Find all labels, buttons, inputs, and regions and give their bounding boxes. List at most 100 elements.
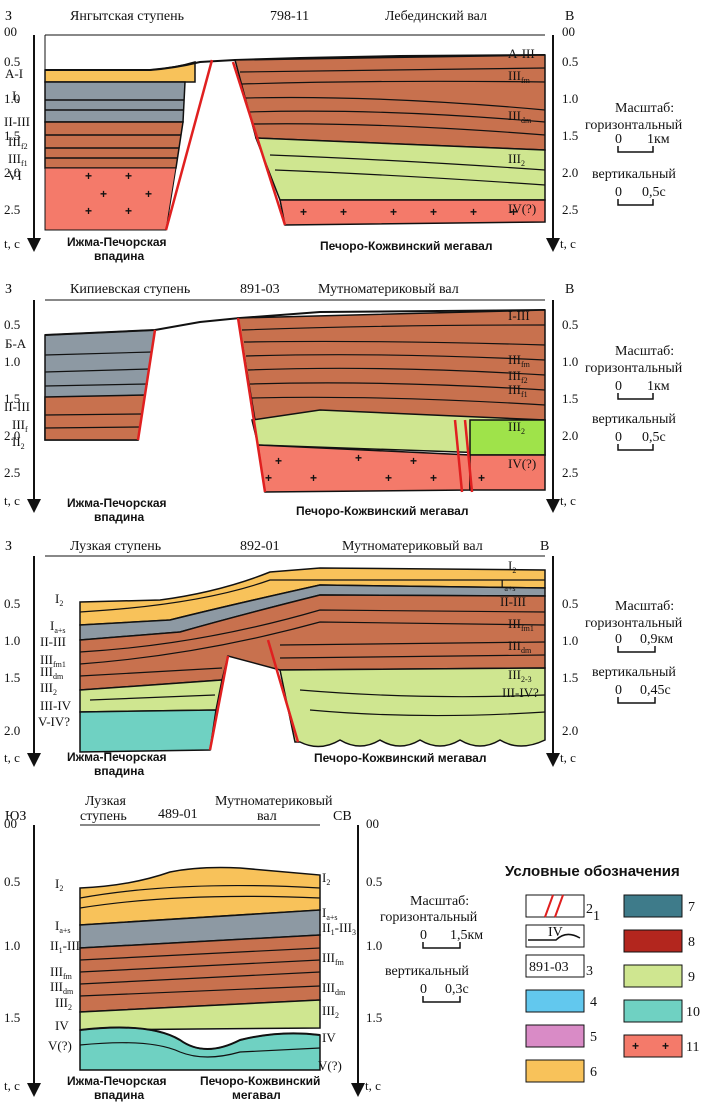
region-right: Печоро-Кожвинский мегавал [314,751,486,765]
legend-title: Условные обозначения [505,863,680,880]
layer-label: Ia+s [50,618,66,635]
svg-text:0.5: 0.5 [562,317,578,332]
west-label: З [5,282,12,297]
layer-label: III2 [508,151,525,168]
layer-label: IV(?) [508,456,536,471]
layer-label: V(?) [48,1038,72,1053]
svg-text:2.5: 2.5 [4,465,20,480]
svg-text:0: 0 [615,185,622,200]
layer-label: A-III [508,46,535,61]
svg-text:0,3с: 0,3с [445,982,469,997]
svg-text:2.0: 2.0 [4,428,20,443]
right-layer-labels: I2 Ia+s II1-III3 IIIfm IIIdm III2 IV V(?… [318,870,356,1073]
svg-text:2.5: 2.5 [562,465,578,480]
east-label: СВ [333,809,352,824]
layer-brown [79,594,546,691]
layer-label: A-I [5,66,23,81]
layer-label: IIIf [12,417,28,434]
layer-label: IIIf1 [8,151,28,168]
left-layer-labels: Б-А II-III IIIf II2 [4,336,30,451]
layer-label: I2 [508,558,516,575]
svg-text:+: + [300,205,307,219]
right-crosses: + + + + + + + + [265,451,485,485]
region-left: впадина [94,510,145,524]
step-label: Кипиевская ступень [70,282,190,297]
svg-text:горизонтальный: горизонтальный [585,118,683,133]
svg-text:+: + [275,454,282,468]
svg-text:0: 0 [615,632,622,647]
left-ticks: 00 0.5 1.0 1.5 2.0 2.5 [4,24,20,217]
svg-text:1км: 1км [647,132,670,147]
svg-text:+: + [430,205,437,219]
svg-text:+: + [470,205,477,219]
layer-label: II1-III3 [322,920,356,937]
step-label: Янгытская ступень [70,9,184,24]
legend-num: 11 [686,1040,699,1055]
step-label: ступень [80,809,127,824]
legend-num: 6 [590,1065,597,1080]
svg-text:0.5: 0.5 [366,874,382,889]
svg-text:вертикальный: вертикальный [385,964,469,979]
fault-line [208,655,230,751]
svg-text:00: 00 [366,816,379,831]
scale-block: Масштаб: горизонтальный 0 1км вертикальн… [585,344,683,451]
svg-text:0,5с: 0,5с [642,185,666,200]
layer-label: I2 [55,876,63,893]
axis-unit: t, c [4,1078,20,1093]
svg-text:+: + [510,205,517,219]
legend-num: 2 [586,902,593,917]
svg-text:1км: 1км [647,379,670,394]
left-ticks: 00 0.5 1.0 1.5 [4,816,20,1025]
legend-num: 8 [688,935,695,950]
layer-label: I-III [508,308,530,323]
left-ticks: 0.5 1.0 1.5 2.0 [4,596,20,738]
layer-label: II-III [40,634,66,649]
svg-text:+: + [478,471,485,485]
svg-text:0: 0 [615,430,622,445]
layer-label: IIIfm1 [40,652,66,669]
svg-text:+: + [390,205,397,219]
svg-text:00: 00 [562,24,575,39]
svg-text:1.5: 1.5 [562,128,578,143]
svg-text:1.0: 1.0 [562,633,578,648]
right-ticks: 0.5 1.0 1.5 2.0 [562,596,578,738]
svg-text:0: 0 [615,379,622,394]
left-layer-labels: I2 Ia+s II-III IIIfm1 IIIdm III2 III-IV … [38,591,72,729]
layer-label: Б-А [5,336,27,351]
legend-sample-text: 891-03 [529,960,569,975]
legend-num: 7 [688,900,695,915]
layer-label: Ia+s [322,905,338,922]
legend-swatch [525,1059,585,1083]
scale-block: Масштаб: горизонтальный 0 1км вертикальн… [585,101,683,206]
svg-text:горизонтальный: горизонтальный [380,910,478,925]
legend-swatch [525,1024,585,1048]
left-ticks: 0.5 1.0 1.5 2.0 2.5 [4,317,20,480]
layer-label: Is [12,88,19,105]
svg-text:0.5: 0.5 [4,54,20,69]
panel-4: 00 0.5 1.0 1.5 00 0.5 1.0 1.5 t, c t, c … [4,794,483,1102]
layer-label: III2-3 [508,667,532,684]
svg-text:00: 00 [4,24,17,39]
legend-swatch [623,1034,683,1058]
region-right: Печоро-Кожвинский мегавал [296,504,468,518]
layer-label: IV(?) [508,201,536,216]
axis-unit: t, c [4,236,20,251]
basement-crosses: + + + + + + [85,169,152,218]
svg-text:0.5: 0.5 [4,317,20,332]
svg-text:0.5: 0.5 [4,874,20,889]
legend-num: 10 [686,1005,700,1020]
region-right: Печоро-Кожвинский [200,1074,320,1088]
legend-num: 1 [593,909,600,924]
svg-text:+: + [355,451,362,465]
legend-num: 3 [586,964,593,979]
fault-line [236,317,267,493]
fault-line [266,639,300,743]
svg-text:+: + [340,205,347,219]
east-label: В [540,539,549,554]
layer-label: III2 [322,1003,339,1020]
svg-text:2.0: 2.0 [562,165,578,180]
layer-label: IIIf1 [508,382,528,399]
val-label: Мутноматериковый [215,794,333,809]
fault-line [136,329,157,441]
svg-text:1.5: 1.5 [4,391,20,406]
